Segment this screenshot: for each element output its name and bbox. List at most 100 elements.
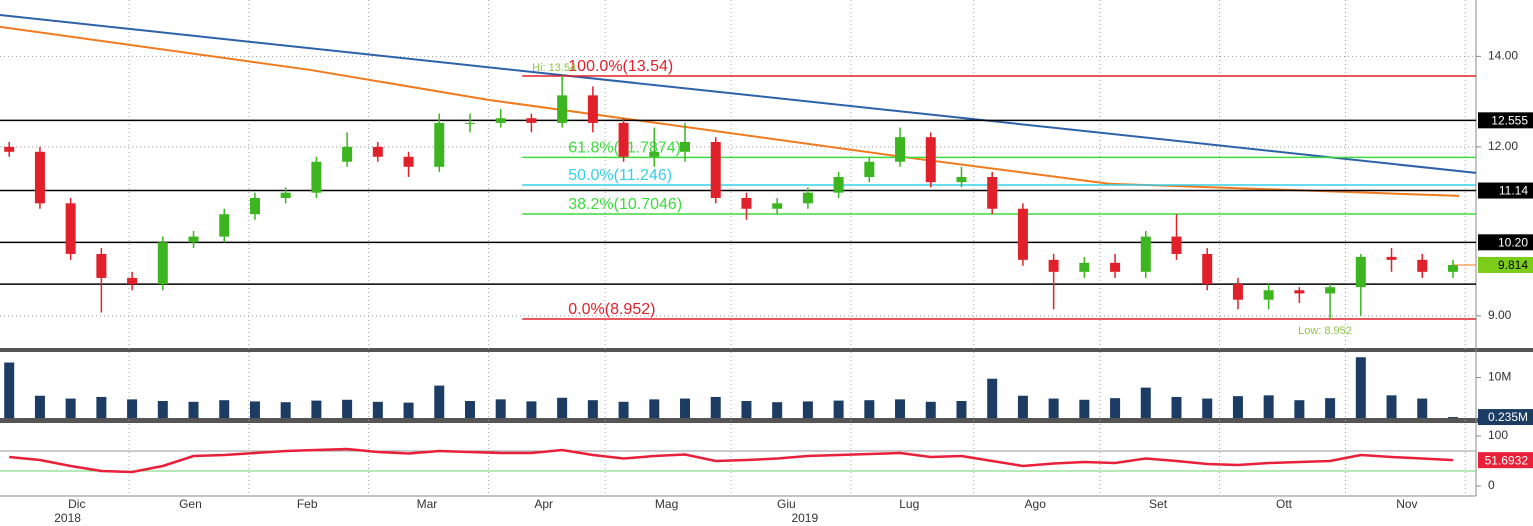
candle-body bbox=[710, 142, 721, 198]
volume-bar bbox=[65, 398, 76, 418]
value-box-label: 0.235M bbox=[1488, 410, 1528, 424]
volume-bar bbox=[526, 401, 537, 418]
volume-bar bbox=[219, 400, 230, 418]
x-tick-label: Apr bbox=[534, 497, 553, 511]
volume-bar bbox=[188, 401, 199, 418]
x-tick-label: Mag bbox=[655, 497, 678, 511]
volume-bar bbox=[157, 400, 168, 418]
volume-bar bbox=[987, 378, 998, 418]
volume-bar bbox=[772, 402, 783, 418]
candle-body bbox=[96, 253, 107, 278]
candle-body bbox=[895, 137, 906, 162]
value-box-label: 10.20 bbox=[1498, 235, 1528, 249]
x-tick-label: Mar bbox=[417, 497, 438, 511]
volume-bar bbox=[1263, 395, 1274, 418]
candle-body bbox=[280, 192, 291, 198]
x-tick-label: Ago bbox=[1025, 497, 1047, 511]
volume-bar bbox=[1171, 396, 1182, 418]
candle-body bbox=[1325, 287, 1336, 294]
x-tick-label: Lug bbox=[899, 497, 919, 511]
candle-body bbox=[188, 236, 199, 243]
volume-bar bbox=[1140, 387, 1151, 418]
candle-body bbox=[1294, 290, 1305, 294]
volume-bar bbox=[495, 399, 506, 418]
fib-label: 38.2%(10.7046) bbox=[568, 196, 682, 213]
x-tick-label: Giu bbox=[777, 497, 796, 511]
candle-body bbox=[65, 203, 76, 254]
candle-body bbox=[526, 118, 537, 123]
candle-body bbox=[219, 214, 230, 237]
overlay-line bbox=[0, 14, 1477, 174]
candle-body bbox=[342, 146, 353, 162]
candle-body bbox=[249, 197, 260, 215]
candle-body bbox=[864, 161, 875, 177]
x-tick-label: Dic bbox=[68, 497, 85, 511]
candle-body bbox=[157, 242, 168, 285]
candle-body bbox=[956, 176, 967, 183]
value-box bbox=[1478, 409, 1533, 426]
value-box-label: 11.14 bbox=[1499, 184, 1528, 198]
candle-body bbox=[1171, 236, 1182, 254]
x-tick-label: Set bbox=[1149, 497, 1168, 511]
candle-body bbox=[1447, 264, 1458, 272]
candle-body bbox=[833, 176, 844, 193]
volume-bar bbox=[127, 399, 138, 418]
volume-bar bbox=[1417, 398, 1428, 418]
x-year-label: 2018 bbox=[54, 511, 81, 525]
y-tick-label: 12.00 bbox=[1488, 139, 1518, 153]
volume-bar bbox=[710, 396, 721, 418]
candle-body bbox=[618, 122, 629, 157]
candle-body bbox=[925, 137, 936, 183]
candle-body bbox=[1417, 259, 1428, 272]
volume-bar bbox=[864, 400, 875, 418]
volume-bar bbox=[311, 400, 322, 418]
volume-bar bbox=[925, 401, 936, 418]
value-box bbox=[1478, 256, 1533, 273]
volume-bar bbox=[249, 401, 260, 418]
candle-body bbox=[587, 95, 598, 123]
candle-body bbox=[311, 161, 322, 193]
volume-bar bbox=[1048, 398, 1059, 418]
y-tick-label: 14.00 bbox=[1488, 49, 1518, 63]
x-tick-label: Feb bbox=[297, 497, 318, 511]
candle-body bbox=[1232, 284, 1243, 300]
volume-bar bbox=[464, 400, 475, 418]
y-tick-label: 10M bbox=[1488, 370, 1511, 384]
volume-bar bbox=[587, 400, 598, 418]
volume-bar bbox=[1386, 395, 1397, 418]
candle-body bbox=[802, 192, 813, 204]
value-box-label: 12.555 bbox=[1491, 113, 1528, 127]
volume-bar bbox=[802, 401, 813, 418]
panel-separator bbox=[0, 418, 1533, 423]
hi-annotation: Hi: 13.54 bbox=[532, 62, 576, 74]
x-year-label: 2019 bbox=[791, 511, 818, 525]
volume-bar bbox=[833, 400, 844, 418]
candle-body bbox=[1355, 256, 1366, 288]
fib-label: 50.0%(11.246) bbox=[568, 167, 672, 184]
volume-bar bbox=[956, 400, 967, 418]
volume-bar bbox=[434, 385, 445, 418]
volume-bar bbox=[1017, 395, 1028, 418]
volume-bar bbox=[1325, 398, 1336, 418]
candle-body bbox=[4, 146, 15, 152]
candle-body bbox=[434, 122, 445, 167]
rsi-line bbox=[9, 447, 1454, 474]
x-tick-label: Gen bbox=[179, 497, 202, 511]
volume-bar bbox=[618, 401, 629, 418]
volume-bar bbox=[1355, 357, 1366, 418]
volume-bar bbox=[680, 398, 691, 418]
candle-body bbox=[403, 156, 414, 167]
volume-bar bbox=[1202, 398, 1213, 418]
volume-bar bbox=[1294, 400, 1305, 418]
value-box bbox=[1478, 234, 1533, 251]
y-tick-label: 0 bbox=[1488, 478, 1495, 492]
candle-body bbox=[772, 203, 783, 209]
candle-body bbox=[1079, 262, 1090, 272]
candle-body bbox=[34, 151, 45, 204]
volume-bar bbox=[1232, 396, 1243, 418]
volume-bar bbox=[741, 400, 752, 418]
volume-bar bbox=[1079, 399, 1090, 418]
volume-bar bbox=[372, 401, 383, 418]
